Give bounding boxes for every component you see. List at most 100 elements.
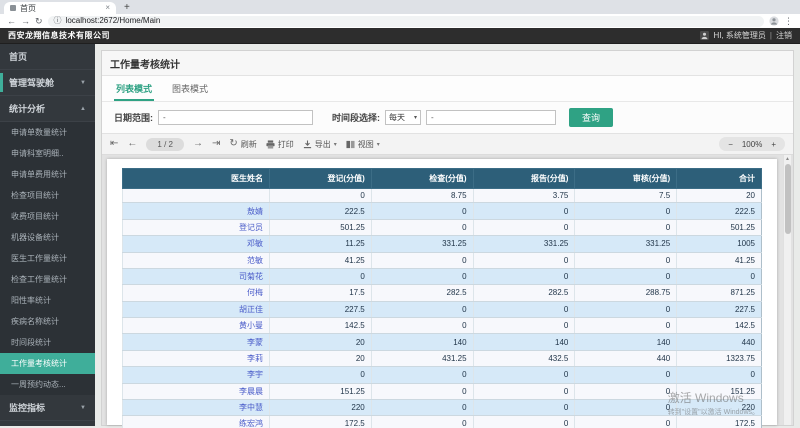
view-button[interactable]: 视图 ▾ <box>346 139 380 150</box>
reload-icon[interactable]: ↻ <box>35 17 43 26</box>
tab-list-mode[interactable]: 列表模式 <box>114 76 154 101</box>
browser-chrome: 首页 × + ← → ↻ ⓘ localhost:2672/Home/Main … <box>0 0 800 28</box>
score-cell: 440 <box>677 334 762 350</box>
next-page-icon[interactable]: → <box>193 139 203 149</box>
sidebar-item-label: 时间段统计 <box>11 337 51 348</box>
zoom-out-button[interactable]: − <box>728 140 733 149</box>
score-cell: 432.5 <box>473 350 575 366</box>
score-cell: 0 <box>473 219 575 235</box>
chevron-down-icon: ▾ <box>334 141 337 148</box>
period-select[interactable]: 每天 ▾ <box>385 110 421 125</box>
active-indicator <box>0 73 3 92</box>
url-bar: ← → ↻ ⓘ localhost:2672/Home/Main ⋮ <box>0 14 800 28</box>
zoom-in-button[interactable]: + <box>771 140 776 149</box>
score-cell: 0 <box>473 399 575 415</box>
prev-page-icon[interactable]: ← <box>127 139 137 149</box>
sidebar-item-label: 管理驾驶舱 <box>9 76 54 89</box>
doctor-name-link[interactable]: 邓敏 <box>247 239 263 248</box>
column-header: 医生姓名 <box>123 169 270 189</box>
table-row: 李中慧220000220 <box>123 399 762 415</box>
sidebar-item[interactable]: 时间段统计 <box>0 332 95 353</box>
new-tab-button[interactable]: + <box>124 3 130 13</box>
doctor-name-link[interactable]: 李宇 <box>247 370 263 379</box>
last-page-icon[interactable]: ⇥ <box>212 139 220 149</box>
doctor-name-link[interactable]: 练宏鸿 <box>239 419 263 428</box>
doctor-name-cell: 李晨晨 <box>123 383 270 399</box>
doctor-name-link[interactable]: 李晨晨 <box>239 387 263 396</box>
sidebar-item[interactable]: 管理驾驶舱▼ <box>0 70 95 96</box>
doctor-name-link[interactable]: 司菊花 <box>239 272 263 281</box>
back-icon[interactable]: ← <box>7 17 16 26</box>
sidebar-item[interactable]: 申请科室明细.. <box>0 143 95 164</box>
sidebar-item[interactable]: 首页 <box>0 44 95 70</box>
doctor-name-link[interactable]: 李中慧 <box>239 403 263 412</box>
score-cell: 20 <box>269 334 371 350</box>
score-cell: 0 <box>473 268 575 284</box>
sidebar-item[interactable]: 一周预约动态... <box>0 374 95 395</box>
score-cell: 0 <box>575 416 677 428</box>
score-cell: 871.25 <box>677 285 762 301</box>
doctor-name-cell: 李蒙 <box>123 334 270 350</box>
score-cell: 0 <box>473 416 575 428</box>
browser-tab[interactable]: 首页 × <box>4 2 116 14</box>
sidebar-item[interactable]: 系统管理▼ <box>0 421 95 426</box>
vertical-scrollbar[interactable]: ▲ <box>783 155 791 425</box>
period-input[interactable]: - <box>426 110 556 125</box>
tab-chart-mode[interactable]: 图表模式 <box>170 76 210 101</box>
browser-profile-icon[interactable] <box>769 16 779 26</box>
sidebar-item[interactable]: 申请单数量统计 <box>0 122 95 143</box>
scroll-up-icon[interactable]: ▲ <box>784 155 791 163</box>
table-row: 李蒙20140140140440 <box>123 334 762 350</box>
address-bar[interactable]: ⓘ localhost:2672/Home/Main <box>48 16 764 27</box>
chevron-down-icon: ▾ <box>377 141 380 148</box>
sidebar-item[interactable]: 监控指标▼ <box>0 395 95 421</box>
sidebar-item-label: 统计分析 <box>9 102 45 115</box>
sidebar-item[interactable]: 工作量考核统计 <box>0 353 95 374</box>
sidebar-item[interactable]: 收费项目统计 <box>0 206 95 227</box>
first-page-icon[interactable]: ⇤ <box>110 139 118 149</box>
date-range-input[interactable]: - <box>158 110 313 125</box>
export-button[interactable]: 导出 ▾ <box>303 139 337 150</box>
refresh-button[interactable]: ↻ 刷新 <box>229 139 256 150</box>
score-cell: 142.5 <box>269 318 371 334</box>
user-avatar-icon <box>700 31 709 40</box>
print-button[interactable]: 打印 <box>266 139 294 150</box>
tab-close-icon[interactable]: × <box>105 4 110 12</box>
sidebar-item-label: 首页 <box>9 50 27 63</box>
scrollbar-thumb[interactable] <box>785 164 791 234</box>
doctor-name-link[interactable]: 李蒙 <box>247 338 263 347</box>
table-row: 李宇00000 <box>123 367 762 383</box>
score-cell: 172.5 <box>677 416 762 428</box>
site-info-icon: ⓘ <box>54 17 62 25</box>
score-cell: 0 <box>371 252 473 268</box>
forward-icon[interactable]: → <box>21 17 30 26</box>
column-header: 检查(分值) <box>371 169 473 189</box>
sidebar-item[interactable]: 申请单费用统计 <box>0 164 95 185</box>
sidebar-item[interactable]: 检查项目统计 <box>0 185 95 206</box>
page-indicator[interactable]: 1 / 2 <box>146 138 184 151</box>
doctor-name-link[interactable]: 范敏 <box>247 256 263 265</box>
query-button[interactable]: 查询 <box>569 108 613 127</box>
sidebar-item[interactable]: 统计分析▲ <box>0 96 95 122</box>
score-cell: 17.5 <box>269 285 371 301</box>
sidebar-item[interactable]: 阳性率统计 <box>0 290 95 311</box>
score-cell: 0 <box>473 203 575 219</box>
sidebar-item[interactable]: 医生工作量统计 <box>0 248 95 269</box>
score-cell: 0 <box>575 203 677 219</box>
date-range-label: 日期范围: <box>114 111 153 124</box>
doctor-name-link[interactable]: 何梅 <box>247 288 263 297</box>
browser-menu-icon[interactable]: ⋮ <box>784 17 793 26</box>
column-header: 合计 <box>677 169 762 189</box>
doctor-name-link[interactable]: 登记员 <box>239 223 263 232</box>
doctor-name-link[interactable]: 胡正佳 <box>239 305 263 314</box>
logout-link[interactable]: 注销 <box>776 30 792 41</box>
printer-icon <box>266 140 275 149</box>
sidebar-item[interactable]: 机器设备统计 <box>0 227 95 248</box>
doctor-name-link[interactable]: 黄小曼 <box>239 321 263 330</box>
doctor-name-link[interactable]: 李莉 <box>247 354 263 363</box>
company-name: 西安龙翔信息技术有限公司 <box>8 30 110 41</box>
sidebar-item[interactable]: 检查工作量统计 <box>0 269 95 290</box>
sidebar-item[interactable]: 疾病名称统计 <box>0 311 95 332</box>
doctor-name-link[interactable]: 敖婧 <box>247 207 263 216</box>
url-text: localhost:2672/Home/Main <box>66 17 161 25</box>
